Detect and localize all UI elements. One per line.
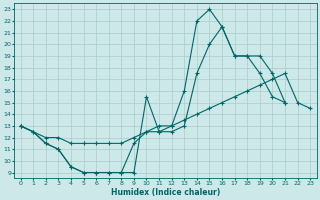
X-axis label: Humidex (Indice chaleur): Humidex (Indice chaleur)	[111, 188, 220, 197]
